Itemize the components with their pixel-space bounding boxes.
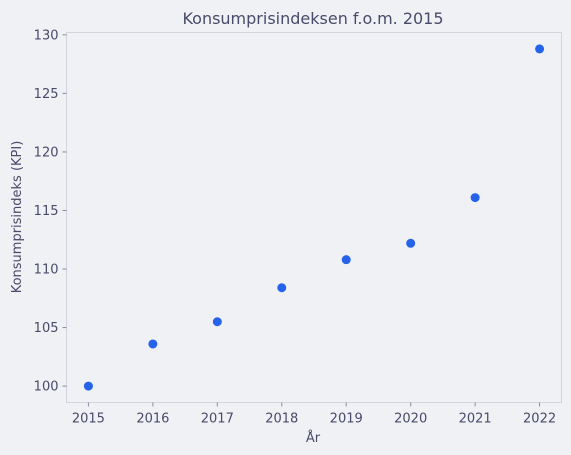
x-axis: 2015 2016 2017 2018 2019 2020 2021 2022: [72, 402, 556, 427]
x-tick-label: 2019: [330, 412, 363, 427]
x-tick-label: 2021: [459, 412, 492, 427]
x-tick-label: 2017: [201, 412, 234, 427]
y-tick-label: 120: [34, 145, 59, 160]
x-axis-label: År: [306, 430, 321, 446]
data-points: [83, 44, 545, 391]
data-point: [406, 238, 416, 248]
x-tick-label: 2022: [523, 412, 556, 427]
y-tick-label: 110: [34, 263, 59, 278]
data-point: [341, 255, 351, 265]
y-tick-label: 115: [34, 204, 59, 219]
plot-area: [66, 32, 562, 403]
x-tick-label: 2015: [72, 412, 105, 427]
data-point: [212, 317, 222, 327]
data-point: [535, 44, 545, 54]
y-tick-label: 130: [34, 28, 59, 43]
chart-title: Konsumprisindeksen f.o.m. 2015: [182, 9, 443, 28]
data-point: [83, 381, 93, 391]
x-tick-label: 2020: [394, 412, 427, 427]
y-tick-label: 100: [34, 380, 59, 395]
x-tick-label: 2016: [136, 412, 169, 427]
data-point: [277, 283, 287, 293]
data-point: [148, 339, 158, 349]
y-axis: 100 105 110 115 120 125 130: [34, 28, 67, 395]
data-point: [470, 193, 480, 203]
y-tick-label: 125: [34, 87, 59, 102]
y-axis-label: Konsumprisindeks (KPI): [10, 141, 25, 294]
x-tick-label: 2018: [265, 412, 298, 427]
y-tick-label: 105: [34, 321, 59, 336]
